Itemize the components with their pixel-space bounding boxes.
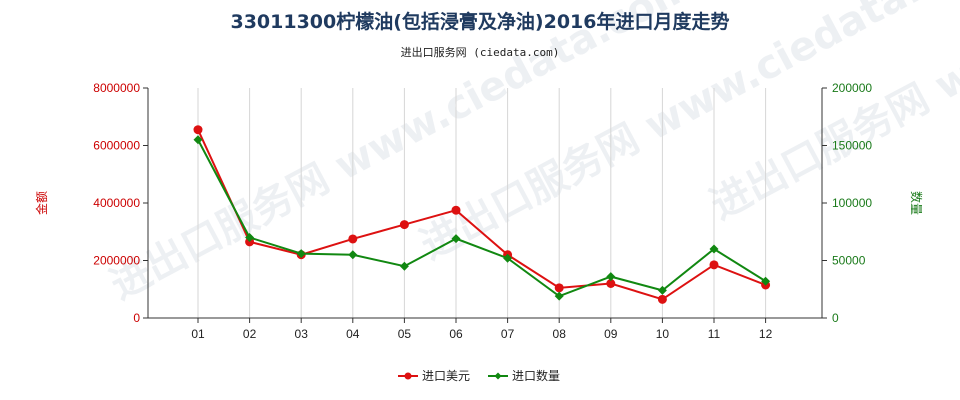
right-axis-label: 数量 [909, 191, 924, 215]
chart-title: 33011300柠檬油(包括浸膏及净油)2016年进口月度走势 [230, 10, 729, 33]
data-point[interactable] [451, 234, 461, 244]
series-line [197, 139, 767, 298]
x-tick-label: 03 [295, 327, 309, 341]
chart-subtitle: 进出口服务网 (ciedata.com) [401, 45, 560, 59]
left-axis-label: 金额 [34, 191, 49, 215]
x-tick-label: 02 [243, 327, 257, 341]
x-tick-label: 07 [501, 327, 515, 341]
x-tick-label: 05 [398, 327, 412, 341]
data-point[interactable] [193, 125, 203, 135]
data-point[interactable] [193, 135, 203, 145]
x-tick-label: 12 [759, 327, 773, 341]
data-point[interactable] [399, 261, 409, 271]
data-point[interactable] [554, 283, 564, 293]
x-tick-label: 09 [604, 327, 618, 341]
data-point[interactable] [348, 250, 358, 260]
data-point[interactable] [761, 276, 771, 286]
legend-swatch-marker [404, 372, 412, 380]
data-point[interactable] [503, 253, 513, 263]
right-tick-label: 50000 [832, 254, 866, 268]
legend-swatch-marker [494, 372, 502, 380]
data-point[interactable] [554, 291, 564, 301]
x-tick-label: 04 [346, 327, 360, 341]
data-point[interactable] [245, 233, 255, 242]
left-tick-label: 6000000 [93, 139, 140, 153]
legend[interactable]: 进口美元 进口数量 [398, 368, 560, 383]
right-tick-label: 100000 [832, 196, 872, 210]
data-point[interactable] [709, 260, 719, 270]
right-tick-label: 150000 [832, 139, 872, 153]
right-tick-label: 0 [832, 311, 839, 325]
left-tick-label: 0 [133, 311, 140, 325]
data-point[interactable] [606, 279, 616, 288]
left-axis-ticks: 0 2000000 4000000 6000000 8000000 [93, 81, 148, 325]
data-point[interactable] [296, 249, 306, 259]
left-tick-label: 8000000 [93, 81, 140, 95]
legend-item[interactable]: 进口数量 [488, 368, 560, 383]
right-tick-label: 200000 [832, 81, 872, 95]
data-point[interactable] [657, 294, 667, 304]
x-tick-label: 11 [708, 327, 721, 341]
legend-item[interactable]: 进口美元 [398, 369, 470, 383]
data-point[interactable] [451, 205, 461, 215]
right-axis-ticks: 0 50000 100000 150000 200000 [822, 81, 872, 325]
x-tick-label: 06 [449, 327, 463, 341]
legend-label: 进口数量 [512, 368, 560, 383]
x-tick-label: 08 [553, 327, 567, 341]
data-point[interactable] [709, 244, 719, 254]
data-point[interactable] [606, 272, 616, 282]
x-tick-label: 10 [656, 327, 670, 341]
x-axis-ticks: 01 02 03 04 05 06 07 08 09 10 11 12 [191, 318, 773, 341]
data-point[interactable] [657, 285, 667, 295]
left-tick-label: 2000000 [93, 254, 140, 268]
x-tick-label: 01 [191, 327, 205, 341]
grid-lines [197, 88, 767, 318]
series-layer [193, 125, 771, 304]
legend-label: 进口美元 [422, 369, 470, 383]
series-line [197, 129, 766, 301]
series-2 [193, 135, 771, 301]
left-tick-label: 4000000 [93, 196, 140, 210]
data-point[interactable] [399, 220, 409, 230]
data-point[interactable] [348, 234, 358, 244]
